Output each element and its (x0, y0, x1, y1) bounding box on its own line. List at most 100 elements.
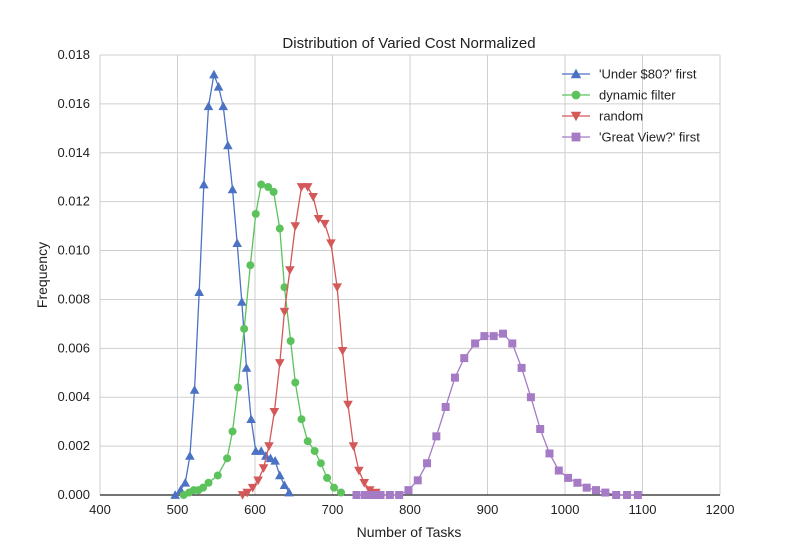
x-tick-label: 1000 (551, 502, 580, 517)
data-point (480, 332, 489, 341)
data-point (258, 464, 269, 473)
data-point (573, 478, 582, 487)
data-point (256, 446, 266, 455)
data-point (471, 339, 480, 348)
data-point (280, 283, 289, 292)
series-2 (237, 183, 381, 500)
data-point (297, 415, 306, 424)
data-point (404, 486, 413, 495)
data-point (275, 224, 284, 233)
data-point (352, 491, 361, 499)
data-point (251, 209, 260, 218)
data-point (601, 488, 610, 497)
legend-label: 'Under $80?' first (599, 67, 697, 82)
data-point (228, 427, 237, 436)
grid-lines (99, 54, 721, 496)
data-point (253, 476, 263, 486)
data-point (269, 408, 280, 417)
data-point (450, 373, 459, 382)
data-point (233, 383, 242, 392)
data-point (223, 140, 233, 150)
x-tick-label: 600 (244, 502, 266, 517)
series-3 (352, 329, 642, 499)
data-point (554, 466, 563, 475)
legend-entry: 'Great View?' first (562, 130, 700, 145)
data-point (203, 101, 214, 111)
legend-entry: random (562, 109, 643, 124)
legend-entry: dynamic filter (562, 88, 676, 103)
y-tick-label: 0.018 (57, 47, 90, 62)
y-tick-label: 0.014 (57, 145, 90, 160)
y-tick-label: 0.008 (57, 291, 90, 306)
data-point (237, 491, 248, 500)
data-point (316, 459, 325, 468)
data-point (376, 491, 385, 499)
legend-marker (571, 132, 581, 142)
data-point (189, 385, 200, 394)
legend-label: 'Great View?' first (599, 130, 700, 145)
data-point (194, 287, 204, 296)
chart-title: Distribution of Varied Cost Normalized (282, 35, 535, 52)
x-tick-label: 800 (399, 502, 421, 517)
data-point (209, 69, 219, 79)
data-point (241, 363, 252, 372)
data-point (246, 261, 255, 270)
data-point (275, 359, 285, 368)
data-point (275, 470, 285, 480)
data-point (517, 363, 526, 372)
legend-label: random (599, 109, 643, 124)
data-point (489, 332, 498, 341)
data-point (242, 488, 253, 498)
legend-marker (570, 111, 582, 122)
data-point (368, 491, 377, 499)
data-point (284, 487, 294, 497)
data-point (612, 491, 621, 499)
data-point (223, 454, 232, 463)
data-point (261, 451, 271, 460)
data-point (286, 337, 295, 345)
data-series (170, 69, 642, 500)
x-tick-label: 1200 (706, 502, 735, 517)
y-tick-label: 0.010 (57, 243, 90, 258)
data-point (199, 179, 209, 189)
data-point (303, 437, 312, 446)
data-point (441, 403, 450, 411)
data-point (204, 478, 213, 487)
data-point (526, 393, 535, 402)
data-point (264, 183, 273, 191)
data-point (269, 187, 278, 196)
x-tick-label: 1100 (629, 502, 657, 517)
legend-marker (571, 90, 581, 100)
data-point (348, 442, 359, 451)
data-point (296, 183, 307, 192)
data-point (290, 222, 301, 231)
data-point (308, 192, 318, 202)
data-point (279, 307, 290, 317)
data-point (237, 297, 247, 306)
data-point (385, 491, 394, 499)
data-point (623, 491, 631, 499)
y-tick-label: 0.012 (57, 194, 90, 209)
data-point (564, 473, 573, 482)
data-point (270, 455, 280, 465)
data-point (343, 400, 353, 410)
data-point (536, 425, 545, 433)
data-point (265, 453, 276, 463)
x-tick-label: 400 (89, 502, 111, 517)
data-point (232, 238, 242, 248)
data-point (213, 471, 222, 480)
data-point (592, 486, 600, 495)
series-1 (179, 180, 346, 499)
data-point (337, 488, 346, 497)
y-tick-label: 0.006 (57, 340, 90, 355)
data-point (423, 459, 432, 468)
data-point (285, 266, 295, 275)
data-point (199, 483, 208, 492)
y-tick-label: 0.000 (57, 487, 90, 502)
data-point (257, 180, 266, 189)
legend-label: dynamic filter (599, 88, 676, 103)
axes: 400 500 600 700 800 900 1000 1100 1200 0.000 0.002… (57, 47, 734, 517)
data-point (359, 478, 370, 488)
